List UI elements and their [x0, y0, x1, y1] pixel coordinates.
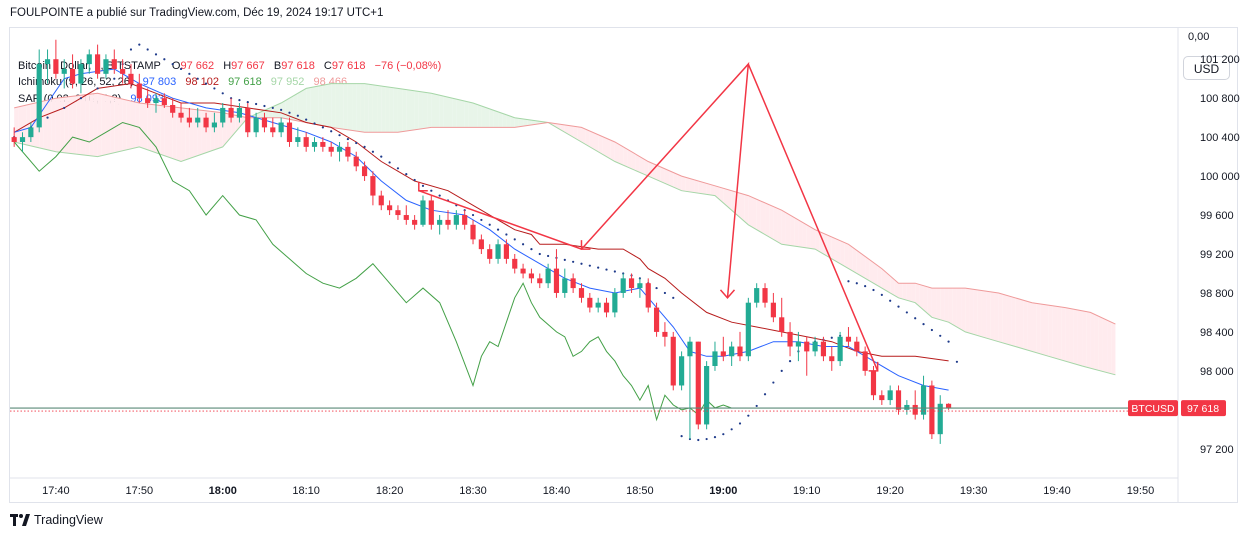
legend-high-label: H: [223, 60, 232, 72]
legend-sar-label[interactable]: SAR (0,02, 0,02, 0,2): [18, 93, 122, 105]
tradingview-brand: TradingView: [10, 513, 103, 527]
publish-header: FOULPOINTE a publié sur TradingView.com,…: [10, 7, 384, 19]
legend-tenkan-value: 97 803: [142, 76, 177, 88]
legend-close-label: C: [323, 60, 332, 72]
currency-button[interactable]: USD: [1183, 56, 1230, 80]
legend-change: −76 (−0,08%): [374, 60, 442, 72]
legend-ichimoku-row: Ichimoku (9, 26, 52, 26) 97 803 98 102 9…: [18, 76, 349, 89]
legend-sar-row: SAR (0,02, 0,02, 0,2) 98 093: [18, 93, 166, 106]
legend-open-value: 97 662: [180, 60, 215, 72]
legend-high-value: 97 667: [231, 60, 265, 72]
legend-symbol-row: Bitcoin / Dollar, 1, BITSTAMP O97 662 H9…: [18, 60, 443, 73]
legend-low-label: B: [273, 60, 282, 72]
legend-kijun-value: 98 102: [185, 76, 219, 88]
legend-spanb-value: 98 466: [313, 76, 348, 88]
chart-frame: [9, 27, 1238, 503]
legend-chikou-value: 97 618: [228, 76, 262, 88]
legend-open-label: O: [171, 60, 181, 72]
tradingview-logo-icon: [10, 514, 30, 526]
legend-sar-value: 98 093: [130, 93, 165, 105]
legend-spana-value: 97 952: [270, 76, 305, 88]
legend-close-value: 97 618: [331, 60, 366, 72]
legend-symbol[interactable]: Bitcoin / Dollar, 1, BITSTAMP: [18, 60, 161, 72]
legend-low-value: 97 618: [281, 60, 315, 72]
legend-ichimoku-label[interactable]: Ichimoku (9, 26, 52, 26): [18, 76, 134, 88]
tradingview-wordmark: TradingView: [34, 513, 103, 527]
price-scale-zero: 0,00: [1188, 31, 1210, 43]
